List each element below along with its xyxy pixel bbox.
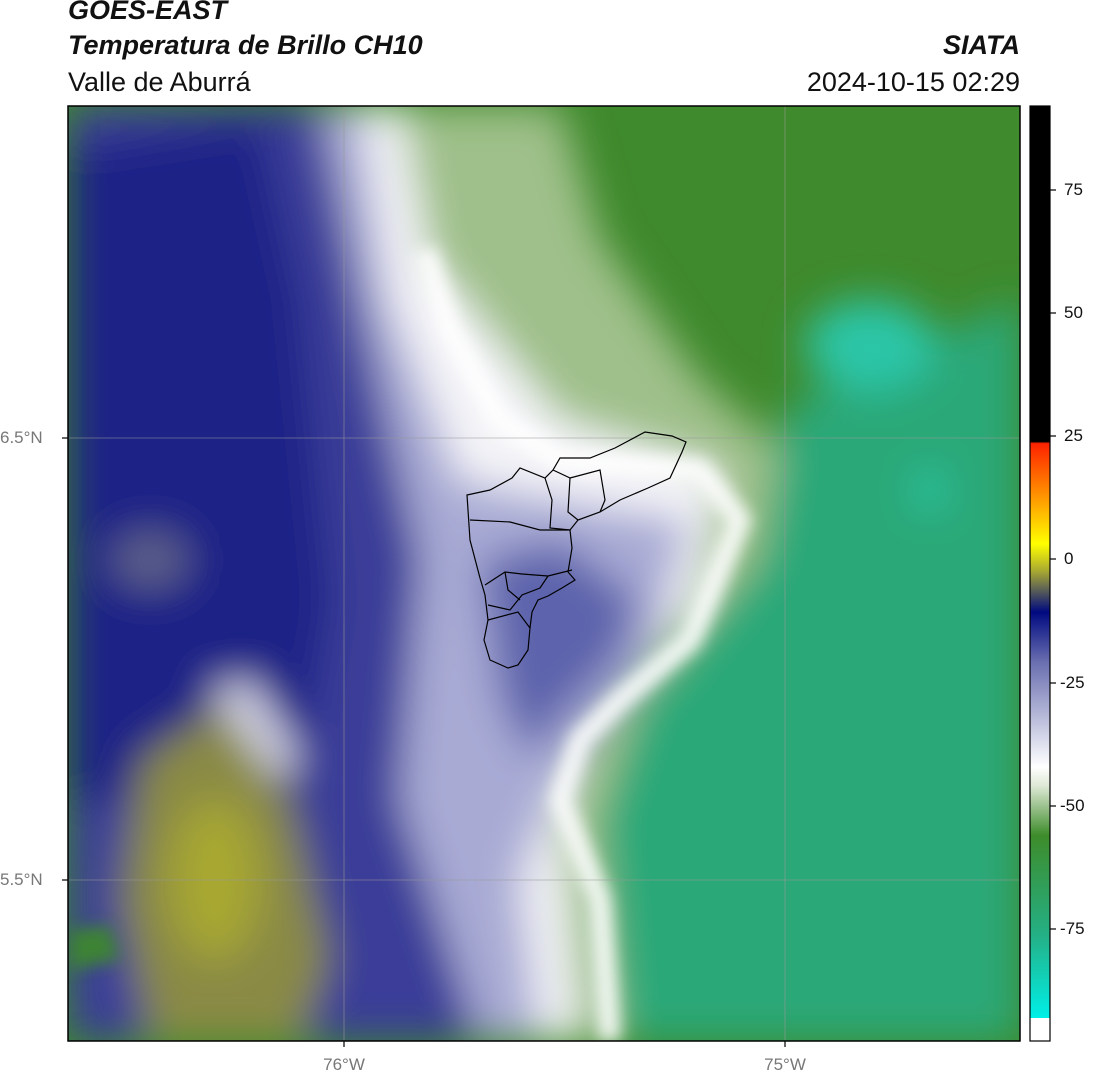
organization-label: SIATA bbox=[943, 30, 1020, 60]
colorbar-tick-50: 50 bbox=[1064, 303, 1083, 322]
colorbar-tick-minus-50: -50 bbox=[1060, 796, 1085, 815]
datetime-label: 2024-10-15 02:29 bbox=[806, 67, 1020, 97]
municipal-boundaries bbox=[466, 431, 687, 669]
region-label: Valle de Aburrá bbox=[68, 67, 251, 97]
colorbar-tick-25: 25 bbox=[1064, 426, 1083, 445]
map-frame bbox=[67, 105, 1021, 1042]
lon-label-76w: 76°W bbox=[323, 1055, 365, 1074]
axis-ticks bbox=[62, 437, 786, 1047]
lon-label-75w: 75°W bbox=[764, 1055, 806, 1074]
temperature-field bbox=[68, 106, 1020, 1041]
colorbar-tick-minus-75: -75 bbox=[1060, 919, 1085, 938]
lat-label-5-5: 5.5°N bbox=[0, 870, 43, 889]
graticule bbox=[68, 106, 1020, 1041]
colorbar-tick-minus-25: -25 bbox=[1060, 673, 1085, 692]
satellite-title: GOES-EAST bbox=[68, 0, 228, 25]
product-title: Temperatura de Brillo CH10 bbox=[68, 30, 423, 60]
lat-label-6-5: 6.5°N bbox=[0, 428, 43, 447]
colorbar-tick-0: 0 bbox=[1064, 549, 1074, 568]
colorbar bbox=[1029, 105, 1056, 1042]
colorbar-tick-75: 75 bbox=[1064, 180, 1083, 199]
